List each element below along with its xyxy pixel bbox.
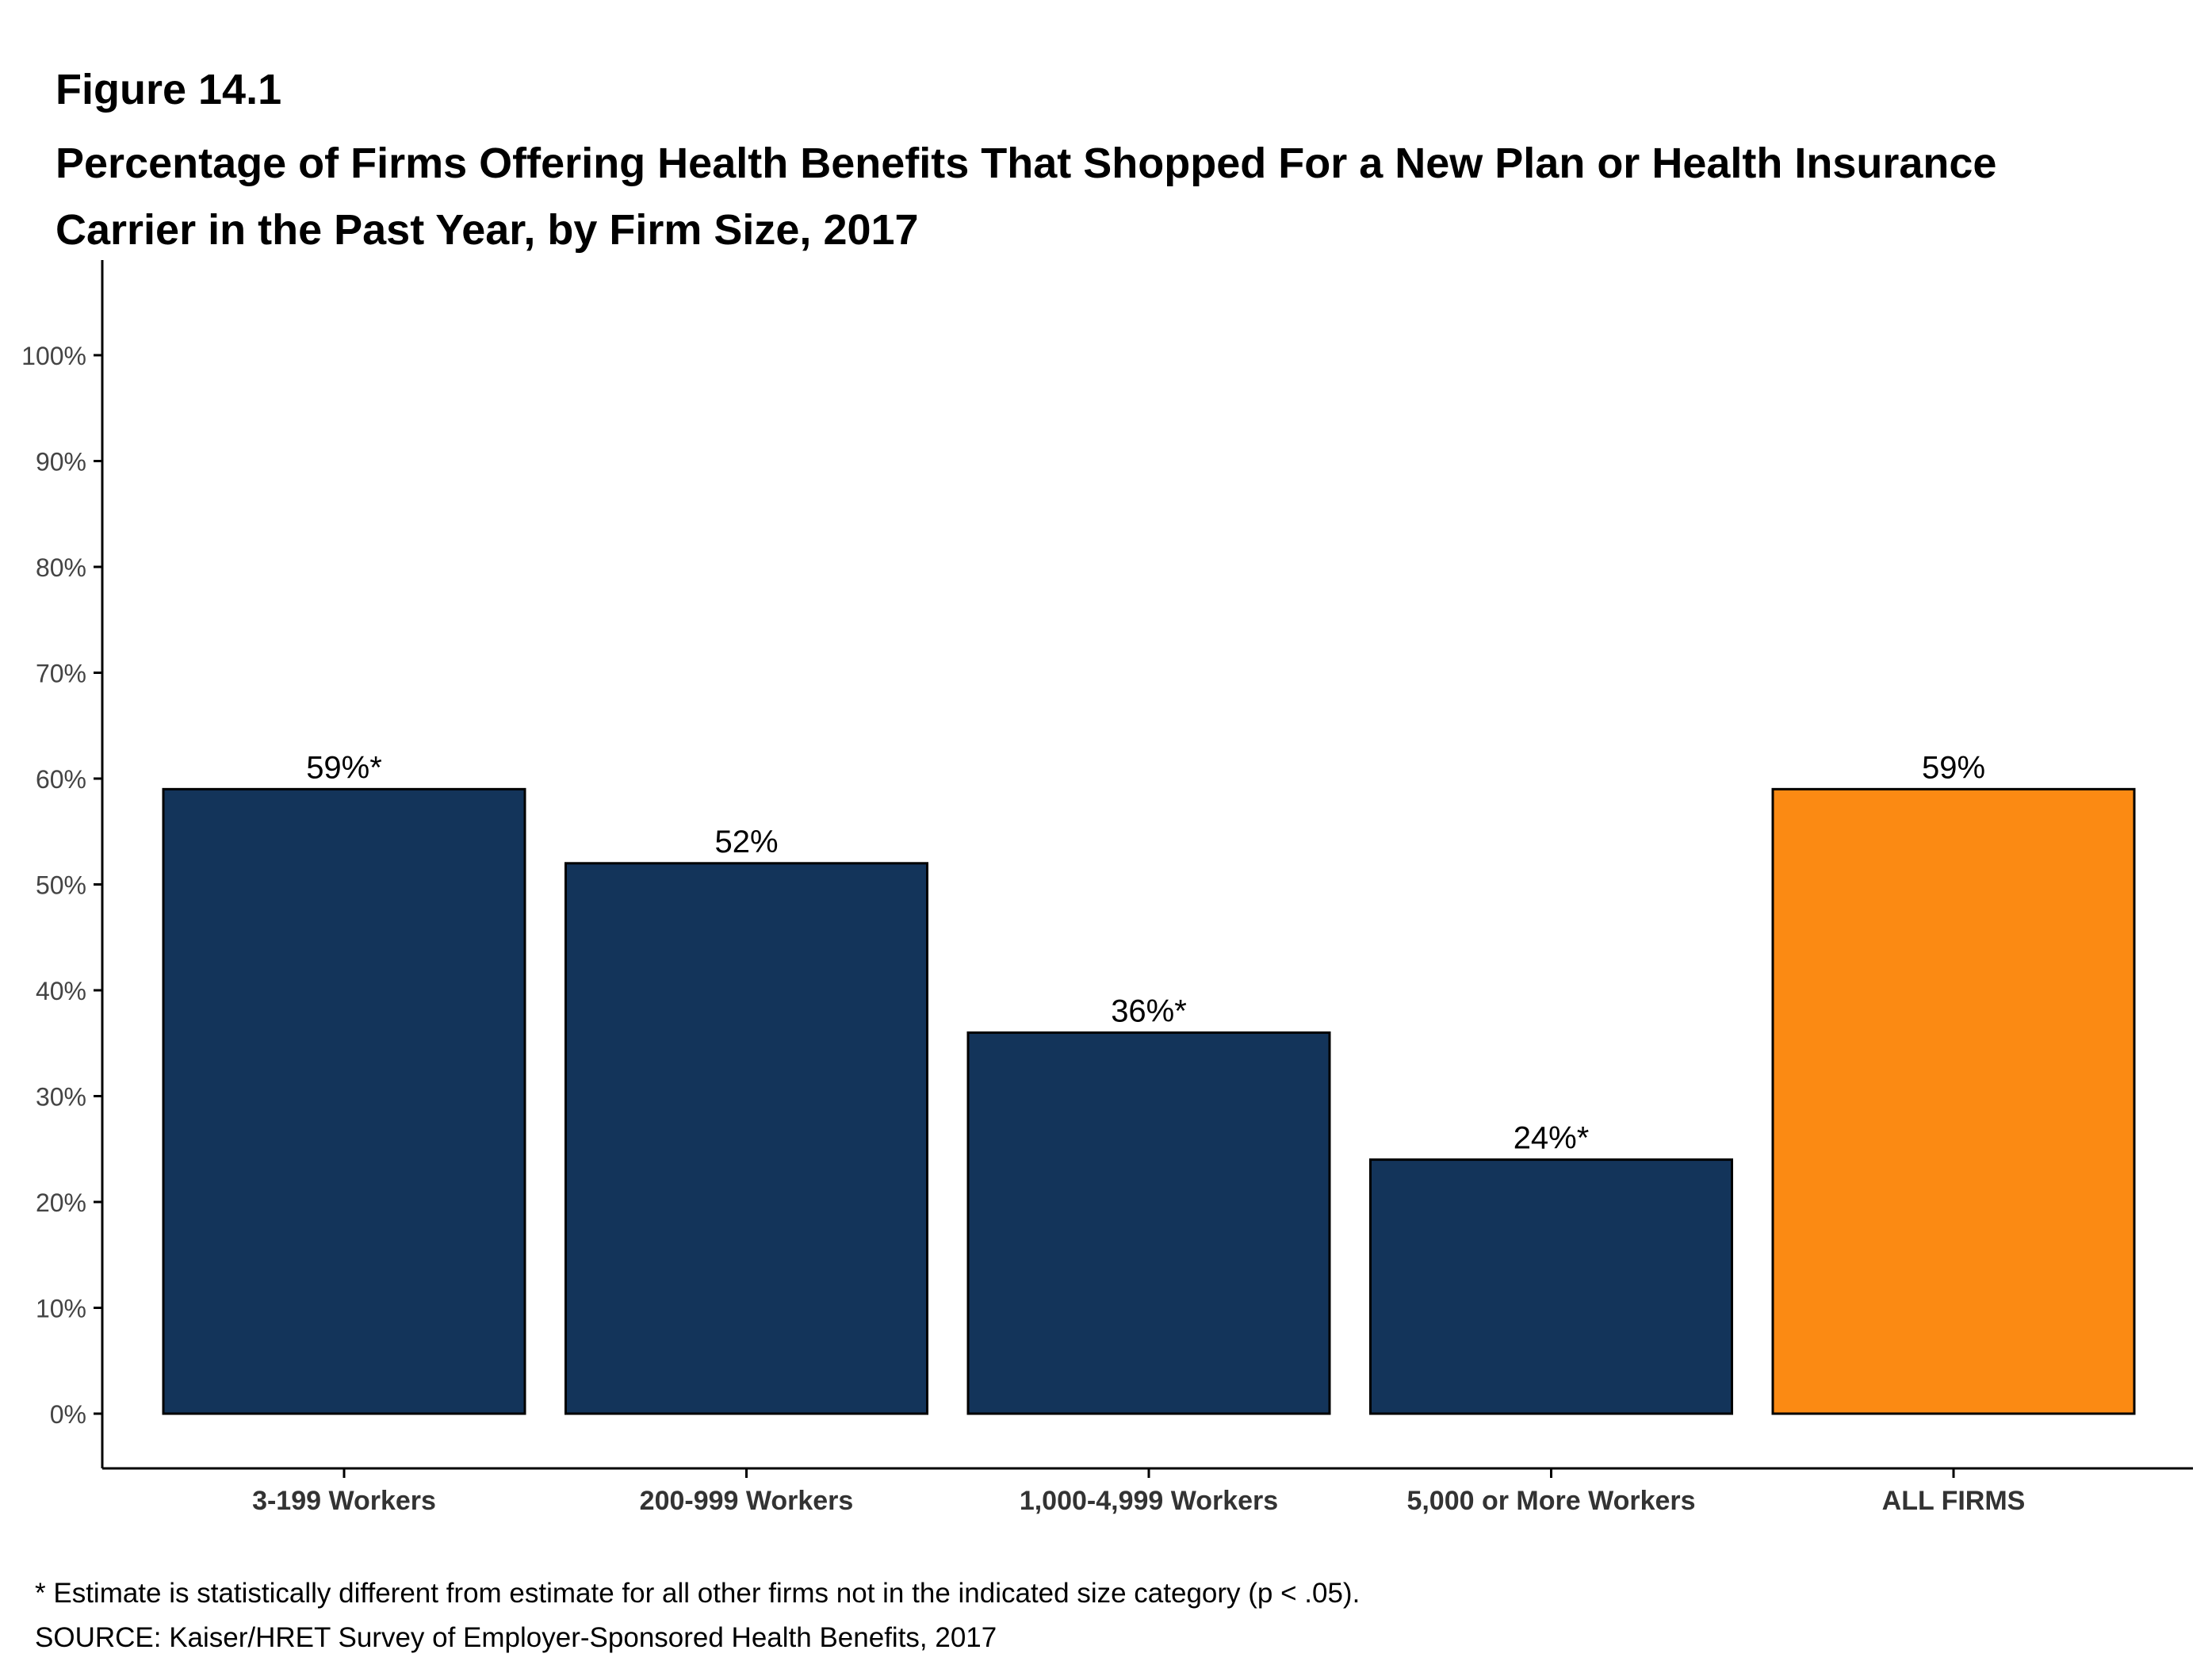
x-tick-label: 5,000 or More Workers	[1406, 1486, 1695, 1516]
y-tick-label: 40%	[36, 977, 86, 1005]
bar-value-label: 59%	[1922, 750, 1985, 785]
x-tick-label: 1,000-4,999 Workers	[1020, 1486, 1278, 1516]
y-tick-label: 100%	[21, 342, 86, 370]
y-tick-label: 60%	[36, 765, 86, 794]
x-tick-label: 200-999 Workers	[640, 1486, 854, 1516]
bar-value-label: 24%*	[1514, 1121, 1590, 1156]
x-ticks: 3-199 Workers 200-999 Workers 1,000-4,999 …	[252, 1468, 2025, 1516]
y-tick-label: 0%	[50, 1400, 86, 1429]
bar-value-label: 59%*	[306, 750, 382, 785]
y-tick-label: 30%	[36, 1083, 86, 1112]
y-tick-label: 10%	[36, 1295, 86, 1323]
bar	[1369, 1158, 1733, 1415]
y-tick-label: 20%	[36, 1188, 86, 1217]
y-ticks: 0% 10% 20% 30% 40% 50% 60% 70% 80% 90% 100%	[21, 342, 102, 1429]
bar	[966, 1031, 1331, 1415]
y-tick-label: 90%	[36, 448, 86, 477]
bar-value-label: 36%*	[1111, 993, 1187, 1028]
bar-value-label: 52%	[714, 825, 778, 859]
figure-label: Figure 14.1	[55, 66, 282, 113]
y-tick-label: 80%	[36, 553, 86, 582]
bar-labels: 59%* 52% 36%* 24%* 59%	[306, 750, 1985, 1155]
x-tick-label: ALL FIRMS	[1882, 1486, 2026, 1516]
chart-title: Percentage of Firms Offering Health Bene…	[55, 140, 1997, 254]
y-tick-label: 50%	[36, 871, 86, 900]
bar	[162, 787, 526, 1415]
source-note: SOURCE: Kaiser/HRET Survey of Employer-S…	[35, 1622, 997, 1653]
bar	[564, 862, 928, 1415]
y-tick-label: 70%	[36, 660, 86, 688]
bar	[1771, 787, 2136, 1415]
bars	[162, 787, 2136, 1415]
x-tick-label: 3-199 Workers	[252, 1486, 436, 1516]
footnote: * Estimate is statistically different fr…	[35, 1578, 1360, 1609]
